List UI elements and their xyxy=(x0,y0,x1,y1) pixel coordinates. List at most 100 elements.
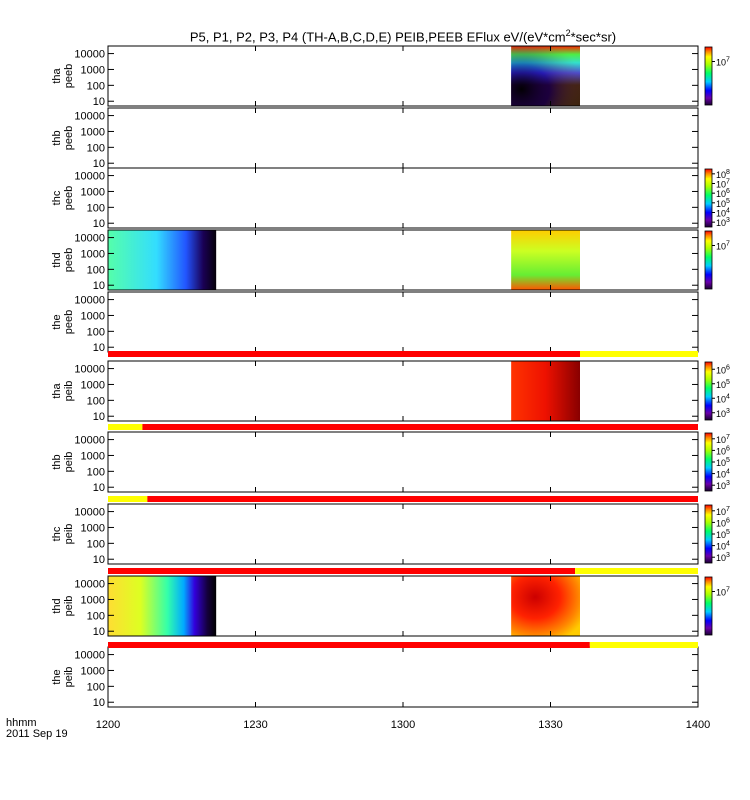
y-tick-label: 100 xyxy=(87,395,105,407)
colorbar-tick-label: 106 xyxy=(716,188,730,199)
x-tick-label: 1230 xyxy=(243,719,267,731)
mode-segment xyxy=(147,496,699,502)
y-tick-label: 10000 xyxy=(74,364,105,376)
y-tick-label: 100 xyxy=(87,610,105,622)
panel-label-product: peib xyxy=(63,452,75,473)
mode-segment xyxy=(108,568,576,574)
panel-the-peib: 10 100 1000 10000 the peib xyxy=(51,646,699,709)
y-tick-label: 100 xyxy=(87,142,105,154)
y-tick-label: 1000 xyxy=(81,126,105,138)
mode-bar xyxy=(108,568,698,574)
colorbar: 107 xyxy=(704,576,730,636)
colorbar-tick-label: 106 xyxy=(716,517,730,528)
colorbar-tick-label: 103 xyxy=(716,217,730,228)
y-tick-label: 1000 xyxy=(81,522,105,534)
colorbar-scale xyxy=(704,361,713,421)
panel-label-probe: tha xyxy=(51,67,63,83)
y-tick-label: 10 xyxy=(93,554,105,566)
colorbar: 107 xyxy=(704,46,730,106)
y-tick-label: 1000 xyxy=(81,379,105,391)
panel-frame xyxy=(107,167,699,229)
colorbar-scale xyxy=(704,230,713,290)
y-tick-label: 100 xyxy=(87,80,105,92)
y-tick-label: 10000 xyxy=(74,295,105,307)
panel-label-product: peib xyxy=(63,596,75,617)
y-tick-label: 100 xyxy=(87,466,105,478)
panel-label-probe: the xyxy=(51,314,63,329)
time-format-label: hhmm xyxy=(6,717,37,729)
colorbar-tick-label: 103 xyxy=(716,408,730,419)
y-tick-label: 1000 xyxy=(81,310,105,322)
colorbar-tick-label: 105 xyxy=(716,457,730,468)
panel-label-probe: thb xyxy=(51,454,63,469)
panel-label-probe: thb xyxy=(51,130,63,145)
y-tick-label: 10 xyxy=(93,218,105,230)
y-tick-label: 10000 xyxy=(74,111,105,123)
colorbar-scale xyxy=(704,432,713,492)
colorbar: 107 xyxy=(704,230,730,290)
y-tick-label: 10000 xyxy=(74,435,105,447)
mode-bar xyxy=(108,351,698,357)
x-tick-label: 1400 xyxy=(686,719,710,731)
colorbar-tick-label: 105 xyxy=(716,529,730,540)
y-tick-label: 10 xyxy=(93,280,105,292)
y-tick-label: 100 xyxy=(87,264,105,276)
colorbar-tick-label: 104 xyxy=(716,541,730,552)
spectrogram-block xyxy=(108,576,217,636)
colorbar-tick-label: 107 xyxy=(716,179,730,190)
date-label: 2011 Sep 19 xyxy=(6,728,68,740)
panel-label-probe: thd xyxy=(51,598,63,613)
y-tick-label: 10 xyxy=(93,697,105,709)
colorbar-scale xyxy=(704,168,713,228)
panel-frame xyxy=(107,360,699,422)
colorbar-tick-label: 103 xyxy=(716,480,730,491)
spectrogram-block xyxy=(511,361,580,421)
panel-thd-peeb: 10 100 1000 10000 thd peeb 107 xyxy=(51,229,730,292)
panel-label-probe: thc xyxy=(51,190,63,205)
mode-segment xyxy=(108,351,580,357)
y-tick-label: 10000 xyxy=(74,233,105,245)
spectrogram-block xyxy=(511,230,580,290)
mode-segment xyxy=(575,568,698,574)
y-tick-label: 1000 xyxy=(81,594,105,606)
spectrogram-shading xyxy=(511,46,580,106)
y-tick-label: 10000 xyxy=(74,579,105,591)
panel-label-product: peeb xyxy=(63,186,75,210)
panel-label-product: peib xyxy=(63,667,75,688)
y-tick-label: 1000 xyxy=(81,450,105,462)
y-tick-label: 10 xyxy=(93,96,105,108)
panel-thb-peeb: 10 100 1000 10000 thb peeb xyxy=(51,107,699,170)
colorbar-tick-label: 107 xyxy=(716,57,730,68)
colorbar-tick-label: 104 xyxy=(716,469,730,480)
panel-tha-peeb: 10 100 1000 10000 tha peeb 107 xyxy=(51,45,730,108)
y-tick-label: 1000 xyxy=(81,186,105,198)
colorbar-tick-label: 107 xyxy=(716,434,730,445)
panel-label-probe: tha xyxy=(51,382,63,398)
y-tick-label: 10000 xyxy=(74,650,105,662)
y-tick-label: 100 xyxy=(87,202,105,214)
y-tick-label: 1000 xyxy=(81,64,105,76)
panel-label-product: peib xyxy=(63,524,75,545)
y-tick-label: 100 xyxy=(87,326,105,338)
mode-segment xyxy=(108,424,143,430)
x-tick-label: 1300 xyxy=(391,719,415,731)
y-tick-label: 10 xyxy=(93,482,105,494)
panel-label-product: peeb xyxy=(63,64,75,88)
panel-frame xyxy=(107,107,699,169)
panel-frame xyxy=(107,431,699,493)
y-tick-label: 10000 xyxy=(74,171,105,183)
panel-frame xyxy=(107,45,699,107)
mode-segment xyxy=(108,496,148,502)
y-tick-label: 10 xyxy=(93,626,105,638)
colorbar-tick-label: 106 xyxy=(716,364,730,375)
mode-bar xyxy=(108,424,698,430)
y-tick-label: 100 xyxy=(87,538,105,550)
mode-segment xyxy=(589,642,698,648)
